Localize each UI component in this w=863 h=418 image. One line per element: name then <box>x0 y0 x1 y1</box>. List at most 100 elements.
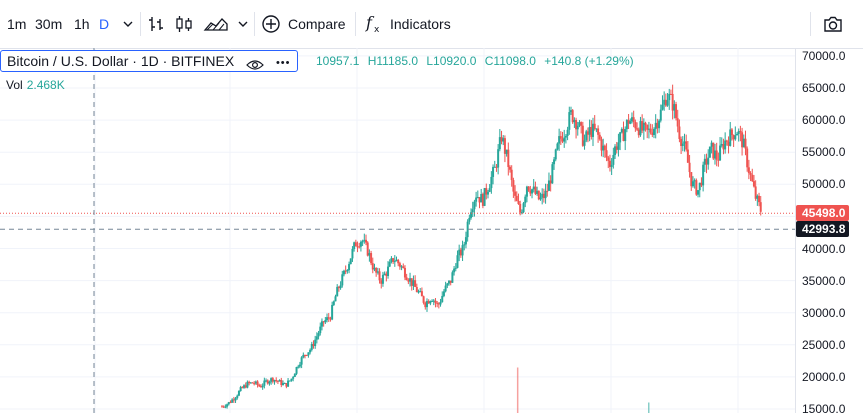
candle-body <box>752 181 755 187</box>
y-tick-label: 70000.0 <box>802 48 846 63</box>
candle-body <box>241 387 244 389</box>
eye-icon[interactable] <box>246 56 264 70</box>
candle-body <box>463 244 466 246</box>
candle-body <box>747 167 750 174</box>
candle-body <box>326 317 329 321</box>
camera-icon[interactable] <box>822 14 842 34</box>
candle-body <box>590 127 593 137</box>
interval-30m[interactable]: 30m <box>35 16 63 32</box>
candle-body <box>409 278 412 282</box>
candle-body <box>564 136 567 138</box>
plus-circle-icon[interactable] <box>261 14 281 34</box>
candle-body <box>629 121 632 124</box>
candle-body <box>492 166 495 177</box>
candle-body <box>509 167 511 170</box>
chevron-down-icon[interactable] <box>118 14 138 34</box>
candle-body <box>642 122 645 131</box>
candle-body <box>221 406 223 408</box>
candle-body <box>398 263 401 267</box>
candle-body <box>656 122 659 129</box>
candle-body <box>415 286 418 293</box>
candle-body <box>495 166 498 168</box>
candle-body <box>703 158 706 165</box>
candle-body <box>710 142 713 147</box>
candles-icon[interactable] <box>174 14 194 34</box>
candle-body <box>607 157 610 161</box>
candle-body <box>680 138 683 147</box>
candle-body <box>305 354 308 356</box>
candle-body <box>375 267 378 273</box>
candle-body <box>234 398 237 401</box>
candle-body <box>707 157 710 165</box>
candle-body <box>493 166 496 168</box>
candle-body <box>580 122 583 126</box>
candle-body <box>637 129 640 136</box>
candle-body <box>597 128 600 135</box>
candle-body <box>348 264 351 271</box>
chart-pane[interactable] <box>0 48 795 413</box>
candle-body <box>558 136 561 144</box>
candle-body <box>488 188 491 192</box>
symbol-label: Bitcoin / U.S. Dollar · 1D · BITFINEX <box>7 53 235 69</box>
candle-body <box>288 380 291 382</box>
candle-body <box>595 128 598 130</box>
candle-body <box>366 242 369 256</box>
y-tick-label: 65000.0 <box>802 81 846 95</box>
price-axis[interactable]: 70000.065000.060000.055000.050000.045000… <box>795 48 863 416</box>
candle-body <box>483 188 486 206</box>
candle-body <box>243 385 246 388</box>
candle-body <box>261 385 264 388</box>
candle-body <box>741 132 744 148</box>
candle-body <box>559 136 562 139</box>
candle-body <box>363 239 366 242</box>
interval-1m[interactable]: 1m <box>7 16 27 32</box>
candle-body <box>641 121 644 131</box>
candle-body <box>615 146 618 150</box>
compare-button[interactable]: Compare <box>288 16 346 32</box>
candle-body <box>681 143 684 147</box>
candle-body <box>412 280 415 286</box>
candle-body <box>224 406 227 408</box>
candle-body <box>470 212 473 218</box>
more-options-icon[interactable]: ••• <box>275 57 291 69</box>
candle-body <box>751 174 754 182</box>
candle-body <box>724 140 727 150</box>
candle-body <box>541 193 544 198</box>
candle-body <box>697 190 700 195</box>
candle-body <box>620 128 623 133</box>
bar-type-icon[interactable] <box>147 14 167 34</box>
candle-body <box>256 381 259 386</box>
candle-body <box>524 196 527 204</box>
candle-body <box>239 387 242 392</box>
symbol-title[interactable]: Bitcoin / U.S. Dollar · 1D · BITFINEX ••… <box>0 50 298 72</box>
area-icon[interactable] <box>203 14 229 34</box>
candle-body <box>456 255 459 268</box>
indicators-button[interactable]: Indicators <box>390 16 451 32</box>
candle-body <box>390 258 393 262</box>
candle-body <box>280 380 283 385</box>
candle-body <box>437 303 440 305</box>
volume-bar <box>648 402 650 413</box>
candle-body <box>668 93 671 101</box>
candle-body <box>459 249 462 256</box>
chevron-down-icon[interactable] <box>233 14 253 34</box>
price-chart[interactable] <box>0 48 795 413</box>
candle-body <box>344 270 347 272</box>
candle-body <box>507 149 510 168</box>
candle-body <box>388 261 391 267</box>
candle-body <box>322 321 325 323</box>
candle-body <box>592 123 595 137</box>
candle-body <box>500 137 503 142</box>
candle-body <box>229 402 232 404</box>
candle-body <box>281 383 284 385</box>
interval-d[interactable]: D <box>99 16 110 32</box>
candle-body <box>378 271 381 281</box>
candle-body <box>414 280 417 287</box>
interval-1h[interactable]: 1h <box>74 16 90 32</box>
candle-body <box>449 280 452 283</box>
candle-body <box>705 158 708 165</box>
candle-body <box>271 378 274 382</box>
crosshair-price-tag: 42993.8 <box>796 221 850 238</box>
candle-body <box>624 129 627 142</box>
